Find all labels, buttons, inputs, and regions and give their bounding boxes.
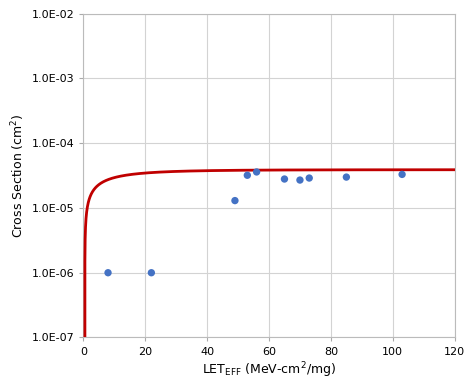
Point xyxy=(231,197,239,204)
Y-axis label: Cross Section (cm$^2$): Cross Section (cm$^2$) xyxy=(10,113,28,238)
X-axis label: LET$_\mathregular{EFF}$ (MeV-cm$^2$/mg): LET$_\mathregular{EFF}$ (MeV-cm$^2$/mg) xyxy=(202,361,336,380)
Point xyxy=(399,171,406,177)
Point xyxy=(342,174,350,180)
Point xyxy=(148,269,155,276)
Point xyxy=(305,175,313,181)
Point xyxy=(244,172,251,178)
Point xyxy=(253,169,260,175)
Point xyxy=(281,176,288,182)
Point xyxy=(104,269,112,276)
Point xyxy=(296,177,304,183)
